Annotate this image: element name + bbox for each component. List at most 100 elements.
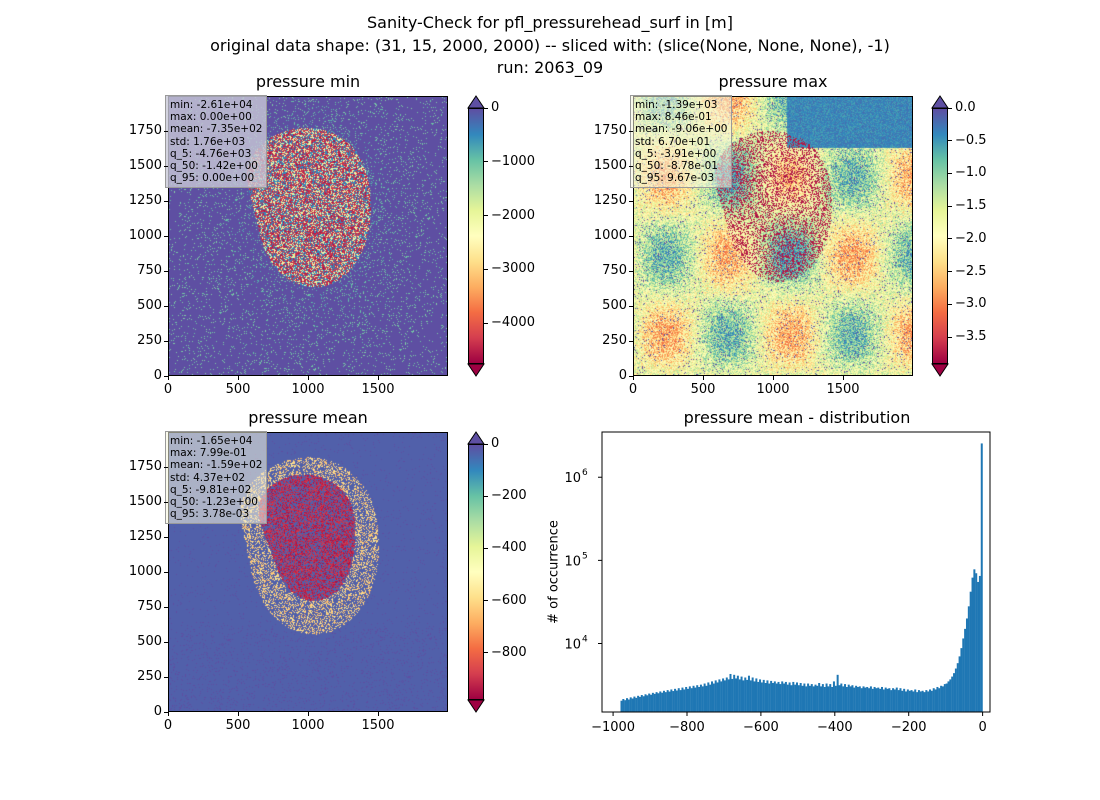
histogram-bar xyxy=(834,685,837,712)
histogram-bar xyxy=(962,638,965,712)
histogram-bar xyxy=(965,618,968,712)
colorbar-tick-label: −200 xyxy=(491,488,527,504)
histogram-bar xyxy=(722,678,725,712)
histogram-bar xyxy=(886,688,889,712)
stats-line: q_5: -9.81e+02 xyxy=(170,483,252,496)
histogram-bar xyxy=(771,682,774,712)
histogram-bar xyxy=(686,688,689,712)
histogram-bar xyxy=(940,685,943,712)
histogram-bar xyxy=(770,680,773,712)
histogram-bar xyxy=(657,693,660,712)
histogram-bar xyxy=(855,685,858,712)
y-tick-mark xyxy=(629,305,633,307)
histogram-bar xyxy=(642,696,645,712)
histogram-bar xyxy=(638,696,641,712)
colorbar-extend-arrows xyxy=(467,95,485,377)
y-tick-label: 250 xyxy=(602,333,627,348)
histogram-bar xyxy=(794,684,797,712)
histogram-bar xyxy=(790,685,793,712)
histogram-bar xyxy=(703,683,706,712)
histogram-bar xyxy=(862,686,865,712)
x-tick-label: 1000 xyxy=(291,718,325,733)
colorbar-tick-mark xyxy=(948,336,952,338)
histogram-bar xyxy=(775,683,778,712)
histogram-bar xyxy=(747,675,750,712)
histogram-bar xyxy=(664,692,667,712)
histogram-x-tick-label: −600 xyxy=(743,720,779,735)
histogram-bar xyxy=(738,679,741,712)
x-tick-label: 1500 xyxy=(826,382,860,397)
x-tick-mark xyxy=(307,712,309,716)
histogram-bar xyxy=(674,688,677,712)
y-tick-label: 250 xyxy=(137,333,162,348)
histogram-bar xyxy=(801,685,804,712)
histogram-x-tick-label: −400 xyxy=(817,720,853,735)
histogram-bar xyxy=(635,697,638,712)
colorbar-tick-mark xyxy=(948,140,952,142)
histogram-bar xyxy=(760,682,763,712)
histogram-bar xyxy=(729,673,732,712)
histogram-bar xyxy=(899,688,902,712)
histogram-bar xyxy=(868,688,871,712)
histogram-bar xyxy=(624,700,627,712)
colorbar-tick-mark xyxy=(484,600,488,602)
histogram-bar xyxy=(842,686,845,712)
histogram-bar xyxy=(805,686,808,712)
histogram-bar xyxy=(744,677,747,712)
histogram-bar xyxy=(860,688,863,712)
colorbar-tick-mark xyxy=(948,172,952,174)
histogram-bar xyxy=(718,679,721,712)
stats-box-pressure-max: min: -1.39e+03 max: 8.46e-01 mean: -9.06e+… xyxy=(630,95,733,189)
histogram-bar xyxy=(912,691,915,712)
x-tick-mark xyxy=(842,376,844,380)
histogram-bar xyxy=(938,688,941,712)
histogram-bar xyxy=(629,697,632,712)
histogram-bar xyxy=(810,684,813,712)
histogram-bar xyxy=(923,692,926,712)
colorbar-tick-label: −3.0 xyxy=(955,296,987,312)
histogram-x-tick-label: 0 xyxy=(978,720,986,735)
stats-line: q_50: -8.78e-01 xyxy=(635,160,718,173)
stats-line: mean: -9.06e+00 xyxy=(635,123,728,136)
histogram-bar xyxy=(707,682,710,712)
histogram-bar xyxy=(829,684,832,712)
histogram-bar xyxy=(637,695,640,712)
y-tick-label: 1500 xyxy=(128,158,162,173)
histogram-bar xyxy=(951,676,954,712)
stats-line: std: 1.76e+03 xyxy=(170,135,246,148)
histogram-bar xyxy=(757,681,760,712)
histogram-bar xyxy=(651,692,654,712)
histogram-bar xyxy=(699,684,702,712)
stats-line: q_50: -1.42e+00 xyxy=(170,160,258,173)
histogram-bar xyxy=(751,677,754,712)
panel-title-pressure-min: pressure min xyxy=(255,72,361,91)
histogram-bar xyxy=(975,573,978,712)
histogram-bar xyxy=(853,687,856,712)
stats-line: q_95: 9.67e-03 xyxy=(635,172,715,185)
colorbar-tick-label: −1.0 xyxy=(955,165,987,181)
stats-line: q_95: 0.00e+00 xyxy=(170,172,255,185)
x-tick-mark xyxy=(167,712,169,716)
histogram-bar xyxy=(723,680,726,712)
histogram-bar xyxy=(694,687,697,712)
y-tick-mark xyxy=(164,340,168,342)
histogram-bar xyxy=(916,692,919,712)
histogram-bar xyxy=(856,686,859,712)
histogram-bar xyxy=(786,684,789,712)
histogram-bar xyxy=(740,676,743,712)
histogram-bar xyxy=(742,680,745,712)
histogram-bar xyxy=(799,682,802,712)
y-tick-label: 0 xyxy=(153,368,162,383)
histogram-bar xyxy=(714,680,717,712)
histogram-bar xyxy=(627,699,630,712)
histogram-bar xyxy=(753,681,756,712)
histogram-bar xyxy=(903,688,906,712)
histogram-bar xyxy=(919,691,922,712)
y-tick-mark xyxy=(629,200,633,202)
histogram-bar xyxy=(662,690,665,712)
histogram-bar xyxy=(954,668,957,712)
histogram-bar xyxy=(620,700,623,712)
histogram-bar xyxy=(653,693,656,712)
x-tick-label: 0 xyxy=(163,382,173,397)
